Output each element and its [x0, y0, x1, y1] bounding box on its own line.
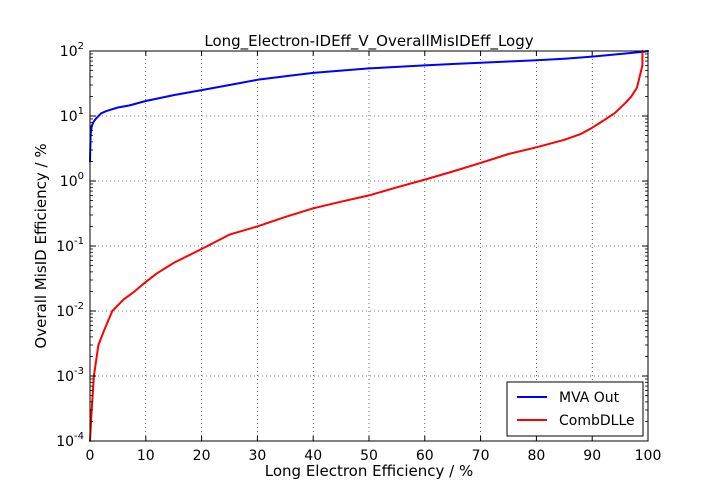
x-tick-label: 0 [86, 448, 95, 464]
x-tick-label: 80 [527, 448, 545, 464]
y-tick-label: 10-3 [56, 366, 84, 385]
y-tick-base: 10 [56, 239, 74, 255]
y-tick-exponent: -3 [74, 366, 84, 377]
grid [90, 51, 648, 441]
y-tick-base: 10 [56, 434, 74, 450]
chart-title: Long_Electron-IDEff_V_OverallMisIDEff_Lo… [204, 32, 533, 51]
series-line-mva-out [89, 50, 649, 163]
x-tick-label: 100 [635, 448, 662, 464]
legend-box [506, 381, 644, 437]
x-tick-label: 10 [137, 448, 155, 464]
x-tick-label: 50 [360, 448, 378, 464]
ticks [89, 50, 649, 442]
y-tick-base: 10 [56, 304, 74, 320]
y-tick-label: 10-4 [56, 431, 84, 450]
y-tick-label: 102 [60, 41, 84, 60]
y-tick-exponent: 2 [78, 41, 84, 52]
x-tick-label: 60 [416, 448, 434, 464]
x-tick-label: 70 [472, 448, 490, 464]
y-tick-exponent: -4 [74, 431, 84, 442]
x-tick-labels: 0 10 20 30 40 50 60 70 80 90 100 [86, 448, 662, 464]
legend-label-mva-out: MVA Out [559, 390, 620, 406]
x-tick-label: 90 [583, 448, 601, 464]
x-tick-label: 30 [248, 448, 266, 464]
series-layer [89, 50, 649, 442]
legend-label-combdlle: CombDLLe [559, 413, 635, 429]
y-tick-base: 10 [60, 109, 78, 125]
y-tick-base: 10 [56, 369, 74, 385]
y-tick-label: 100 [60, 171, 84, 190]
y-tick-exponent: 0 [78, 171, 84, 182]
y-tick-label: 10-1 [56, 236, 84, 255]
y-tick-exponent: 1 [78, 106, 84, 117]
y-tick-label: 10-2 [56, 301, 84, 320]
y-tick-base: 10 [60, 174, 78, 190]
x-tick-label: 20 [193, 448, 211, 464]
x-axis-title: Long Electron Efficiency / % [265, 462, 473, 480]
y-tick-exponent: -1 [74, 236, 84, 247]
y-tick-base: 10 [60, 44, 78, 60]
y-axis-title: Overall MisID Efficiency / % [32, 143, 50, 348]
y-tick-label: 101 [60, 106, 84, 125]
legend: MVA Out CombDLLe [506, 381, 644, 437]
series-line-combdlle [89, 50, 644, 442]
x-tick-label: 40 [304, 448, 322, 464]
y-tick-exponent: -2 [74, 301, 84, 312]
